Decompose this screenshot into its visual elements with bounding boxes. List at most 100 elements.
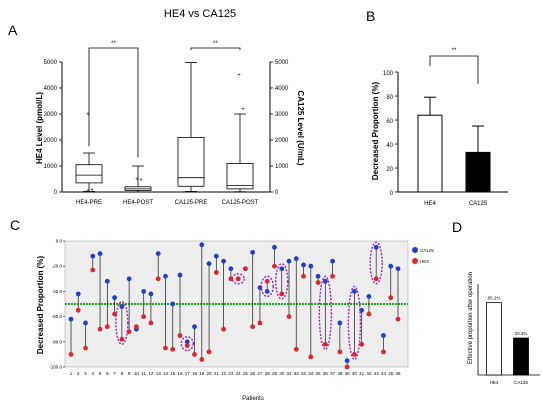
panel-c-xtick-label: 25 (243, 371, 249, 376)
panel-c-xtick-label: 5 (99, 371, 102, 376)
panel-c-point-ca125 (163, 273, 168, 279)
panel-letter-a: A (8, 22, 18, 38)
panel-c-point-ca125 (264, 289, 270, 294)
panel-c-ytick-label: -60.0 (52, 314, 63, 319)
panel-c-xtick-label: 29 (272, 371, 278, 376)
panel-c-point-he4 (293, 346, 299, 352)
panel-c-point-he4 (68, 352, 74, 357)
panel-c-point-he4 (388, 295, 394, 301)
panel-c-point-ca125 (155, 251, 161, 256)
panel-c-point-ca125 (301, 262, 306, 268)
panel-c-point-ca125 (184, 339, 190, 345)
panel-c-highlight-ellipse (231, 273, 245, 285)
panel-c-point-he4 (221, 326, 227, 332)
panel-a-outlier: + (90, 187, 94, 193)
panel-c-xtick-label: 21 (214, 371, 220, 376)
panel-c-point-ca125 (83, 320, 88, 326)
panel-c-xtick-label: 24 (236, 371, 242, 376)
panel-c-xtick-label: 18 (192, 371, 198, 376)
panel-c-point-he4 (264, 278, 270, 284)
panel-c-xtick-label: 19 (199, 371, 205, 376)
panel-c-xtick-label: 22 (221, 371, 227, 376)
panel-a-ytick-label-right: 2000 (275, 138, 289, 144)
panel-c-point-he4 (163, 345, 168, 351)
panel-letter-b: B (366, 8, 375, 24)
panel-b-significance-label: ** (452, 48, 457, 54)
panel-c-xtick-label: 39 (345, 371, 351, 376)
panel-a-ytick-label-left: 1000 (44, 164, 58, 170)
panel-c-point-ca125 (148, 291, 154, 297)
panel-c-xtick-label: 37 (330, 371, 336, 376)
panel-b-ytick-label: 0 (390, 191, 394, 197)
panel-c-point-ca125 (388, 263, 394, 269)
panel-c-point-ca125 (192, 324, 197, 330)
panel-d-category-label: HE4 (490, 380, 499, 385)
panel-c-xtick-label: 32 (294, 371, 300, 376)
panel-d-bar (486, 302, 502, 376)
panel-c-xtick-label: 8 (121, 371, 124, 376)
panel-a-outlier: + (135, 177, 139, 183)
panel-c-highlight-ellipse (347, 285, 362, 361)
panel-a-ytick-label-left: 4000 (44, 86, 58, 92)
panel-c-point-he4 (352, 352, 357, 357)
panel-c-point-ca125 (119, 304, 125, 309)
panel-c-xtick-label: 27 (257, 371, 263, 376)
panel-c-point-ca125 (395, 266, 401, 272)
panel-c-xtick-label: 14 (163, 371, 169, 376)
panel-c-point-he4 (315, 280, 321, 285)
panel-a-outlier: + (237, 73, 241, 79)
panel-c-xtick-label: 35 (316, 371, 322, 376)
panel-c-point-ca125 (112, 295, 117, 301)
panel-c-point-he4 (141, 314, 147, 319)
panel-a-ytick-label-right: 0 (275, 190, 279, 196)
panel-a-outlier: + (86, 112, 90, 118)
panel-c-point-ca125 (344, 358, 350, 364)
panel-c-point-he4 (177, 333, 183, 338)
panel-c-point-he4 (83, 345, 88, 351)
panel-b-ytick-label: 60 (386, 119, 393, 125)
panel-a-ytick-label-right: 4000 (275, 86, 289, 92)
panel-c-xtick-label: 31 (286, 371, 292, 376)
panel-c-point-he4 (90, 267, 96, 273)
panel-c-xtick-label: 1 (70, 371, 73, 376)
panel-c-highlight-ellipse (115, 300, 129, 345)
panel-c-point-ca125 (373, 244, 379, 250)
panel-c-point-he4 (330, 273, 335, 279)
panel-c-point-ca125 (352, 289, 357, 294)
panel-a-category-label: HE4-POST (123, 200, 153, 206)
panel-b-ytick-label: 100 (383, 71, 394, 77)
panel-b-bar: Decreased Proportion (%) 0 20 40 60 80 100 HE4… (371, 48, 508, 207)
panel-c-xtick-label: 26 (250, 371, 256, 376)
panel-c-xtick-label: 43 (374, 371, 380, 376)
panel-c-point-ca125 (228, 266, 234, 272)
panel-b-significance-bracket (429, 55, 479, 84)
panel-c-xtick-label: 13 (156, 371, 162, 376)
panel-c-point-he4 (206, 349, 212, 355)
panel-c-point-ca125 (279, 266, 285, 272)
panel-c-xlabel: Patients (242, 396, 264, 402)
panel-c-ytick-label: 0.0 (56, 239, 63, 244)
panel-c-point-ca125 (381, 333, 386, 338)
panel-c-point-he4 (373, 276, 379, 282)
panel-a-category-label: HE4-PRE (76, 200, 102, 206)
panel-c-point-ca125 (322, 278, 328, 284)
panel-c-point-he4 (199, 357, 205, 362)
panel-d-value-label: 33.3% (515, 331, 528, 336)
panel-c-point-he4 (213, 270, 219, 275)
panel-a-outlier: + (241, 107, 245, 113)
panel-b-category-label: CA125 (469, 201, 488, 207)
panel-c-point-he4 (344, 364, 350, 370)
panel-c-point-he4 (322, 341, 328, 347)
panel-a-ylabel-left: HE4 Level (pmol/L) (35, 92, 44, 164)
panel-a-ytick-label-left: 3000 (44, 112, 58, 118)
panel-c-point-ca125 (206, 261, 212, 267)
panel-c-point-ca125 (141, 289, 147, 294)
panel-c-xtick-label: 6 (106, 371, 109, 376)
panel-c-highlight-ellipse (275, 263, 289, 300)
panel-c-highlight-ellipse (369, 241, 383, 285)
panel-c-xtick-label: 2 (77, 371, 80, 376)
panel-b-category-label: HE4 (424, 201, 436, 207)
panel-c-xtick-label: 20 (207, 371, 213, 376)
panel-letter-d: D (452, 219, 462, 235)
